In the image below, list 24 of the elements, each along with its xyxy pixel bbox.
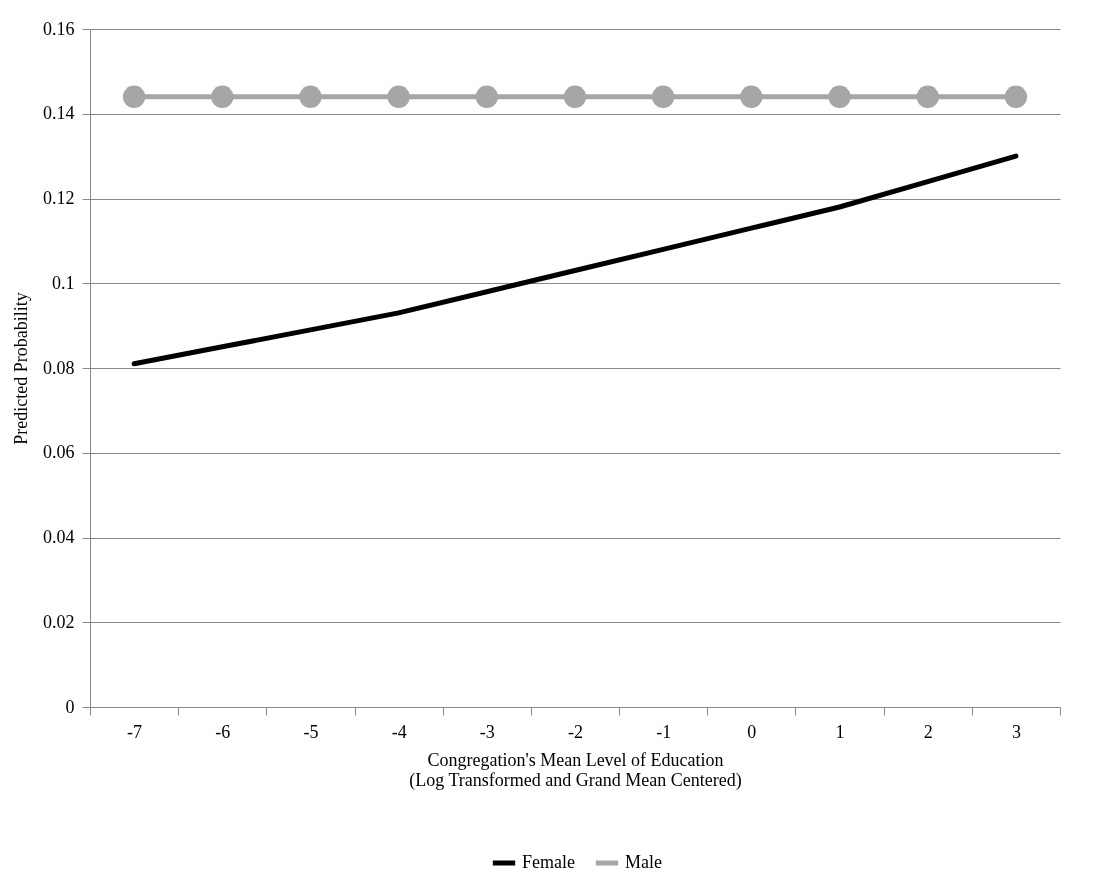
y-tick-label: 0.16 <box>43 18 75 39</box>
y-axis-title: Predicted Probability <box>11 292 31 445</box>
x-tick-label: 3 <box>1011 721 1021 742</box>
y-tick-label: 0.04 <box>43 527 75 547</box>
y-tick-label: 0 <box>65 696 75 717</box>
y-tick-label: 0.02 <box>43 611 75 632</box>
x-axis-title: Congregation's Mean Level of Education (Log Transformed and Grand Mean Centered) <box>409 749 742 791</box>
x-tick-label: -5 <box>303 721 319 742</box>
x-tick-label: 0 <box>747 721 757 742</box>
legend-label: Male <box>625 852 662 872</box>
x-tick-label: 2 <box>923 721 933 742</box>
y-tick-label: 0.12 <box>43 188 75 208</box>
x-tick-label: -3 <box>479 721 495 742</box>
y-tick-label: 0.08 <box>43 357 75 378</box>
y-tick-label: 0.14 <box>43 103 75 124</box>
x-tick-label: -2 <box>568 721 583 742</box>
y-tick-label: 0.1 <box>52 272 75 293</box>
x-tick-label: -4 <box>391 721 407 742</box>
y-tick-label: 0.06 <box>43 442 75 463</box>
legend-label: Female <box>522 852 575 872</box>
x-tick-label: -7 <box>127 721 143 742</box>
x-tick-label: -1 <box>656 721 672 742</box>
x-tick-label: -6 <box>215 721 231 742</box>
x-tick-label: 1 <box>835 721 845 742</box>
